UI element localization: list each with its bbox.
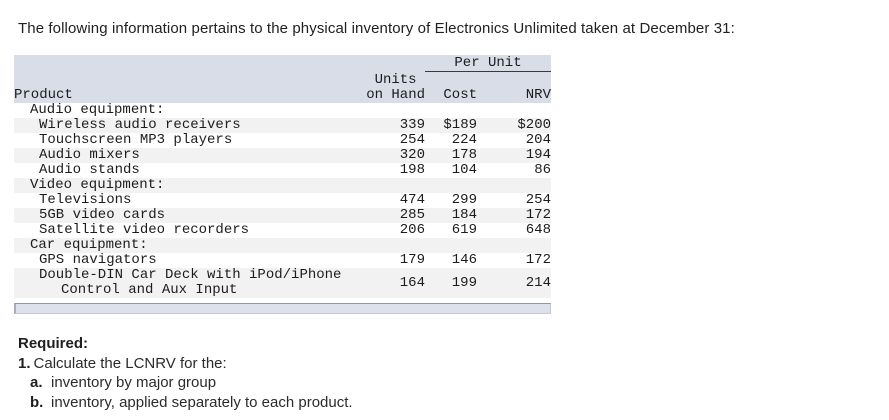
nrv-cell: $200 <box>517 117 551 133</box>
item-row: Touchscreen MP3 players 254 224 204 <box>14 133 551 148</box>
nrv-cell: 172 <box>525 252 551 268</box>
product-cell: Wireless audio receivers <box>39 117 241 133</box>
intro-text: The following information pertains to th… <box>18 20 735 37</box>
item-row: GPS navigators 179 146 172 <box>14 253 551 268</box>
nrv-cell <box>477 238 551 253</box>
item-row: Satellite video recorders 206 619 648 <box>14 223 551 238</box>
cost-cell: 178 <box>451 147 477 163</box>
inventory-table: Per Unit Product Units on Hand Cost NRV … <box>14 55 551 298</box>
cost-cell <box>425 103 477 118</box>
requirement-1-label: 1. <box>18 354 31 372</box>
product-cell: Touchscreen MP3 players <box>39 132 233 148</box>
requirement-1b-label: b. <box>30 393 44 411</box>
units-cell: 474 <box>399 192 425 208</box>
cost-cell: 104 <box>451 162 477 178</box>
product-cell: Double-DIN Car Deck with iPod/iPhone Cont… <box>39 267 342 298</box>
nrv-cell: 86 <box>534 162 551 178</box>
cost-cell: 224 <box>451 132 477 148</box>
cost-cell: 199 <box>451 274 477 291</box>
cost-cell: 146 <box>451 252 477 268</box>
units-cell <box>360 238 425 253</box>
item-row: Audio stands 198 104 86 <box>14 163 551 178</box>
units-cell: 285 <box>399 207 425 223</box>
units-cell: 206 <box>399 222 425 238</box>
requirement-1b: b. inventory, applied separately to each … <box>18 393 353 413</box>
cost-cell: 184 <box>451 207 477 223</box>
header-spacer <box>14 55 425 71</box>
product-cell: GPS navigators <box>39 252 157 268</box>
cost-cell: 619 <box>451 222 477 238</box>
inventory-table-body: Audio equipment: Wireless audio receivers… <box>14 103 551 298</box>
product-cell: Video equipment: <box>30 177 165 193</box>
nrv-cell: 172 <box>525 207 551 223</box>
nrv-cell <box>477 103 551 118</box>
nrv-cell: 254 <box>525 192 551 208</box>
requirement-1b-text: inventory, applied separately to each pr… <box>51 393 353 411</box>
inventory-table-container: Per Unit Product Units on Hand Cost NRV … <box>14 55 551 314</box>
required-heading: Required: <box>18 335 89 352</box>
item-row: Double-DIN Car Deck with iPod/iPhone Cont… <box>14 268 551 298</box>
nrv-cell: 204 <box>525 132 551 148</box>
product-cell: Televisions <box>39 192 132 208</box>
cost-cell: $189 <box>443 117 477 133</box>
product-cell: Satellite video recorders <box>39 222 250 238</box>
units-cell: 198 <box>399 162 425 178</box>
item-row: Audio mixers 320 178 194 <box>14 148 551 163</box>
nrv-cell: 648 <box>525 222 551 238</box>
item-row: Televisions 474 299 254 <box>14 193 551 208</box>
units-cell <box>360 103 425 118</box>
requirement-1a: a. inventory by major group <box>18 373 353 393</box>
units-cell <box>360 178 425 193</box>
group-row: Audio equipment: <box>14 103 551 118</box>
product-cell: Audio mixers <box>39 147 140 163</box>
group-row: Video equipment: <box>14 178 551 193</box>
nrv-cell: 214 <box>525 274 551 291</box>
units-on-hand-column-header: Units on Hand <box>366 72 425 103</box>
nrv-cell: 194 <box>525 147 551 163</box>
inventory-table-header: Per Unit Product Units on Hand Cost NRV <box>14 55 551 103</box>
requirement-1a-label: a. <box>30 374 43 391</box>
product-cell: Audio equipment: <box>30 102 165 118</box>
cost-cell: 299 <box>451 192 477 208</box>
units-cell: 320 <box>399 147 425 163</box>
product-cell: Car equipment: <box>30 237 148 253</box>
item-row: Wireless audio receivers 339 $189 $200 <box>14 118 551 133</box>
group-row: Car equipment: <box>14 238 551 253</box>
units-cell: 339 <box>399 117 425 133</box>
units-cell: 254 <box>399 132 425 148</box>
product-column-header: Product <box>14 87 73 103</box>
per-unit-header: Per Unit <box>425 55 551 72</box>
requirement-1a-text: inventory by major group <box>51 374 217 391</box>
product-cell: Audio stands <box>39 162 140 178</box>
item-row: 5GB video cards 285 184 172 <box>14 208 551 223</box>
requirement-1: 1. Calculate the LCNRV for the: <box>18 354 353 374</box>
nrv-column-header: NRV <box>525 87 551 103</box>
units-cell: 179 <box>399 252 425 268</box>
units-cell: 164 <box>399 274 425 291</box>
product-cell: 5GB video cards <box>39 207 166 223</box>
cost-cell <box>425 238 477 253</box>
nrv-cell <box>477 178 551 193</box>
horizontal-scrollbar[interactable] <box>14 303 551 314</box>
cost-column-header: Cost <box>443 87 477 103</box>
cost-cell <box>425 178 477 193</box>
requirement-1-text: Calculate the LCNRV for the: <box>33 354 227 372</box>
required-section: Required: 1. Calculate the LCNRV for the:… <box>18 334 353 412</box>
